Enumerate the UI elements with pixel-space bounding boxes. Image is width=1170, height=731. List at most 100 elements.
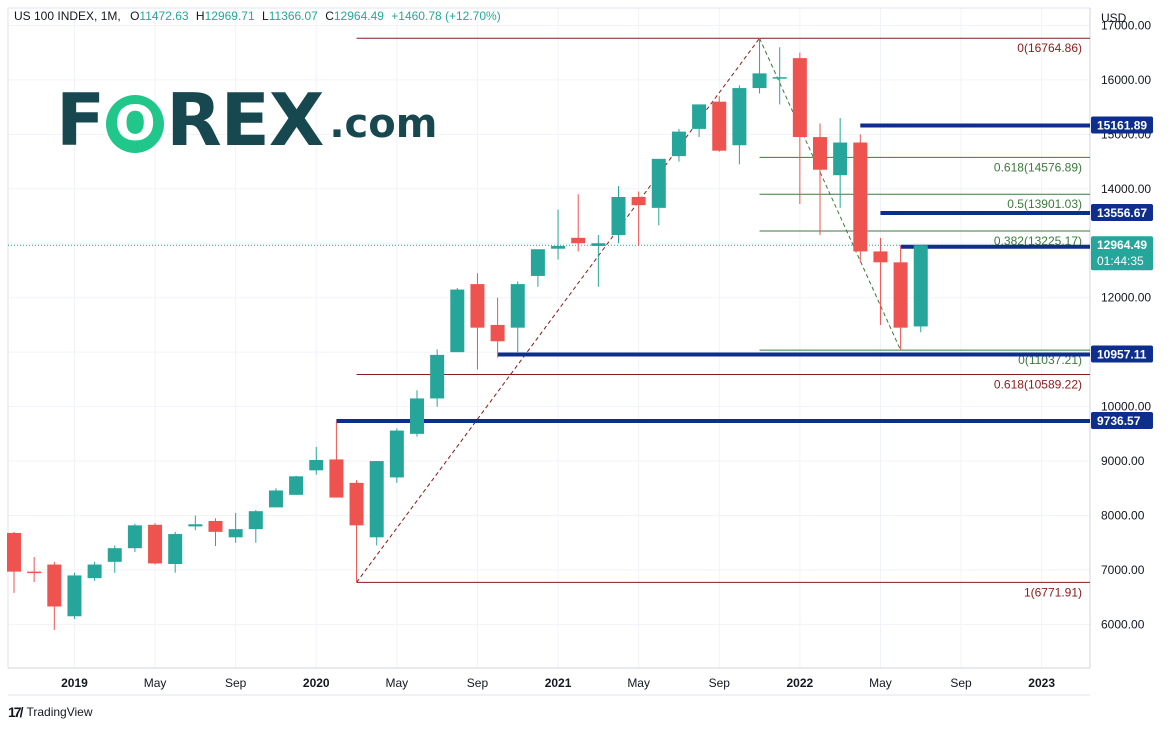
fib-level-inner-label: 0(11037.21) (1018, 353, 1082, 367)
candle-body (168, 534, 183, 564)
high-label: H (195, 9, 205, 23)
price-tick-label: 16000.00 (1101, 73, 1151, 87)
last-price-badge-bg (1091, 236, 1153, 271)
candle-body (188, 524, 203, 527)
price-tick-label: 17000.00 (1101, 18, 1151, 32)
price-tick-label: 12000.00 (1101, 291, 1151, 305)
time-tick-label: May (386, 676, 409, 690)
drawings-layer: 0(16764.86) 0.618(10589.22) 1(6771.91) 0.61… (8, 37, 1090, 599)
candle-body (752, 73, 767, 89)
time-tick-label: 2022 (786, 676, 813, 690)
candle-body (369, 461, 384, 538)
candle-body (410, 398, 424, 434)
candle-body (7, 532, 21, 572)
candle-body (268, 490, 283, 508)
logo-o-char: O (114, 96, 156, 152)
time-tick-label: Sep (225, 676, 247, 690)
candle-body (248, 511, 263, 530)
candle-body (430, 354, 445, 399)
level-badge-label: 13556.67 (1097, 206, 1147, 220)
price-tick-label: 10000.00 (1101, 400, 1151, 414)
candle-body (450, 289, 465, 353)
candle-body (309, 459, 324, 471)
time-tick-label: 2019 (61, 676, 88, 690)
candle-body (107, 548, 122, 562)
price-tick-label: 9000.00 (1101, 454, 1145, 468)
price-tick-label: 7000.00 (1101, 563, 1145, 577)
close-label: C (325, 9, 334, 23)
candle-body (27, 571, 42, 574)
time-axis[interactable]: 2019 May Sep 2020 May Sep 2021 May Sep 2022 May Sep… (61, 676, 1055, 690)
time-tick-label: 2023 (1028, 676, 1055, 690)
candle-body (127, 525, 142, 549)
level-badge-label: 10957.11 (1097, 348, 1147, 362)
level-badge-bg (1091, 203, 1153, 221)
candle-body (712, 101, 727, 151)
time-tick-label: Sep (950, 676, 972, 690)
candle-body (692, 104, 707, 129)
candle-body (631, 196, 646, 206)
fib-trend-line-outer (356, 37, 760, 583)
candle-body (792, 58, 807, 138)
time-tick-label: 2020 (303, 676, 330, 690)
logo-rex: REX (166, 78, 324, 162)
last-price-badge-label: 12964.49 (1097, 238, 1147, 252)
candle-body (893, 262, 908, 328)
low-value: 11366.07 (268, 9, 318, 23)
fib-level-inner-label: 0.618(14576.89) (994, 160, 1082, 174)
time-tick-label: 2021 (545, 676, 572, 690)
candles-layer (7, 38, 928, 630)
time-tick-label: May (627, 676, 650, 690)
time-tick-label: May (869, 676, 892, 690)
candle-body (571, 237, 586, 244)
candle-body (853, 142, 868, 252)
candle-body (289, 476, 304, 495)
candle-body (651, 158, 666, 208)
candle-body (329, 459, 344, 498)
level-badge-bg (1091, 411, 1153, 429)
last-price-badge-countdown: 01:44:35 (1097, 254, 1144, 268)
candle-body (833, 142, 848, 176)
candle-body (148, 524, 163, 564)
time-tick-label: Sep (709, 676, 731, 690)
logo-domain: .com (329, 101, 438, 147)
candle-body (591, 243, 606, 246)
level-badge-bg (1091, 116, 1153, 134)
tradingview-label: TradingView (26, 705, 93, 719)
candle-body (873, 251, 888, 263)
candle-body (389, 430, 404, 478)
close-value: 12964.49 (333, 9, 384, 23)
candle-body (732, 88, 747, 146)
currency-label: USD (1101, 11, 1127, 25)
tradingview-logo-icon: 17/ (8, 704, 24, 720)
tradingview-brand[interactable]: 17/ TradingView (8, 704, 93, 720)
fib-level-outer-label: 0(16764.86) (1017, 41, 1082, 55)
logo-o: O (106, 95, 165, 153)
candle-body (611, 196, 626, 236)
low-label: L (262, 9, 269, 23)
level-badge-bg (1091, 345, 1153, 363)
candle-body (671, 131, 686, 157)
fib-level-inner-label: 0.5(13901.03) (1007, 197, 1082, 211)
candle-body (228, 529, 243, 538)
fib-level-inner-label: 0.382(13225.17) (994, 234, 1082, 248)
candle-body (813, 137, 827, 170)
candle-body (67, 575, 82, 617)
price-tick-label: 6000.00 (1101, 617, 1145, 631)
price-tick-label: 8000.00 (1101, 509, 1145, 523)
high-value: 12969.71 (204, 9, 255, 23)
candle-body (772, 77, 787, 79)
symbol-label[interactable]: US 100 INDEX, 1M, (14, 9, 121, 23)
open-label: O (130, 9, 140, 23)
candle-body (47, 564, 62, 607)
candle-body (208, 520, 223, 532)
candle-body (510, 284, 525, 328)
forex-logo: F O REX .com (56, 78, 438, 162)
open-value: 11472.63 (139, 9, 189, 23)
logo-f: F (56, 78, 105, 162)
fib-level-outer-label: 0.618(10589.22) (994, 378, 1082, 392)
candle-body (349, 482, 364, 526)
